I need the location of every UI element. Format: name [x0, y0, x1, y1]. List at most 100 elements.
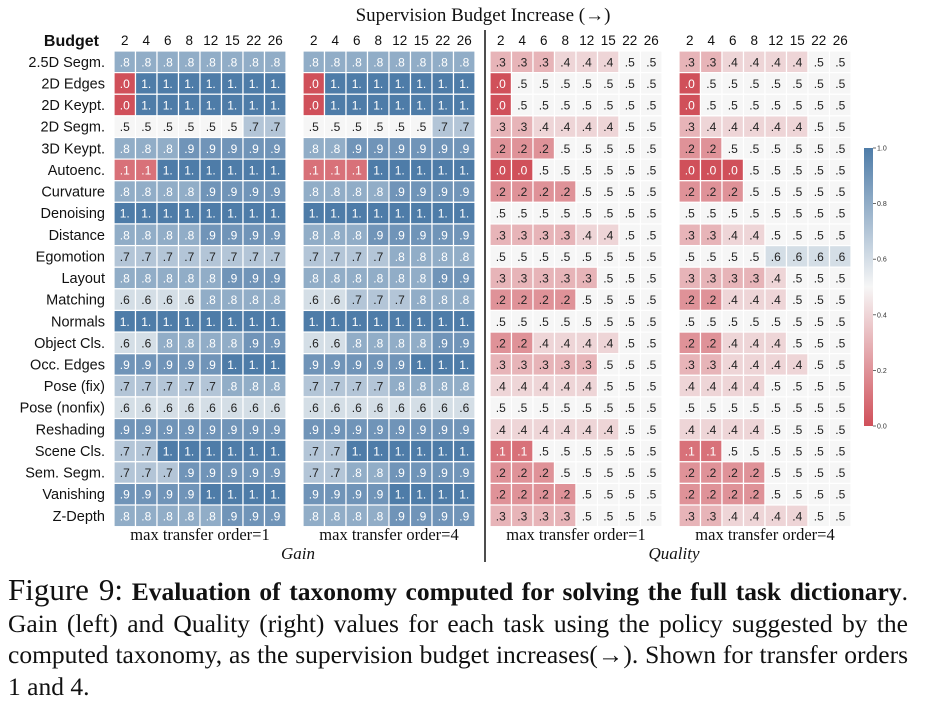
cell-value-label: .9 [459, 509, 469, 523]
cell-value-label: 1. [416, 315, 426, 329]
cell-value-label: .6 [330, 336, 340, 350]
cell-value-label: .3 [560, 358, 570, 372]
cell-value-label: .4 [749, 358, 759, 372]
cell-value-label: .5 [835, 466, 845, 480]
cell-value-label: .4 [749, 55, 759, 69]
cell-value-label: .0 [728, 163, 738, 177]
cell-value-label: .5 [646, 315, 656, 329]
row-label: Normals [51, 314, 105, 330]
cell-value-label: .7 [352, 380, 362, 394]
cell-value-label: .3 [496, 228, 506, 242]
cell-value-label: .5 [603, 315, 613, 329]
cell-value-label: .9 [227, 466, 237, 480]
budget-tick-label: 6 [540, 33, 548, 48]
cell-value-label: .4 [771, 293, 781, 307]
cell-value-label: .8 [373, 336, 383, 350]
cell-value-label: .7 [373, 293, 383, 307]
cell-value-label: 1. [373, 163, 383, 177]
cell-value-label: .5 [646, 293, 656, 307]
cell-value-label: .5 [517, 207, 527, 221]
row-label: Reshading [36, 422, 105, 438]
cell-value-label: .3 [496, 120, 506, 134]
cell-value-label: .6 [352, 401, 362, 415]
cell-value-label: .8 [438, 380, 448, 394]
cell-value-label: .9 [270, 228, 280, 242]
cell-value-label: .0 [685, 163, 695, 177]
cell-value-label: .5 [560, 163, 570, 177]
cell-value-label: .2 [728, 466, 738, 480]
cell-value-label: .9 [438, 142, 448, 156]
cell-value-label: .4 [728, 120, 738, 134]
cell-value-label: .9 [330, 488, 340, 502]
cell-value-label: 1. [249, 444, 259, 458]
cell-value-label: .9 [373, 423, 383, 437]
budget-tick-label: 22 [435, 33, 450, 48]
cell-value-label: .8 [141, 509, 151, 523]
cell-value-label: .1 [141, 163, 151, 177]
cell-value-label: .7 [227, 250, 237, 264]
cell-value-label: .6 [184, 401, 194, 415]
cell-value-label: .5 [835, 293, 845, 307]
budget-tick-label: 15 [225, 33, 240, 48]
cell-value-label: .4 [517, 380, 527, 394]
cell-value-label: .2 [517, 185, 527, 199]
cell-value-label: .4 [728, 55, 738, 69]
cell-value-label: .9 [184, 488, 194, 502]
cell-value-label: .5 [706, 77, 716, 91]
cell-value-label: .6 [120, 401, 130, 415]
cell-value-label: .2 [496, 142, 506, 156]
cell-value-label: .8 [270, 55, 280, 69]
cell-value-label: .6 [309, 293, 319, 307]
cell-value-label: .5 [603, 466, 613, 480]
cell-value-label: .2 [728, 488, 738, 502]
cell-value-label: .9 [184, 358, 194, 372]
cell-value-label: .6 [270, 401, 280, 415]
cell-value-label: .9 [249, 423, 259, 437]
cell-value-label: .5 [517, 315, 527, 329]
cell-value-label: .3 [539, 228, 549, 242]
cell-value-label: .8 [120, 142, 130, 156]
cell-value-label: .5 [749, 99, 759, 113]
cell-value-label: .5 [728, 142, 738, 156]
cell-value-label: .9 [141, 488, 151, 502]
cell-value-label: .9 [227, 142, 237, 156]
cell-value-label: .9 [309, 358, 319, 372]
cell-value-label: 1. [163, 163, 173, 177]
cell-value-label: .7 [141, 250, 151, 264]
cell-value-label: .5 [835, 185, 845, 199]
cell-value-label: .9 [416, 142, 426, 156]
cell-value-label: .4 [582, 336, 592, 350]
cell-value-label: .6 [835, 250, 845, 264]
cell-value-label: .3 [706, 358, 716, 372]
cell-value-label: .9 [459, 228, 469, 242]
cell-value-label: .1 [120, 163, 130, 177]
cell-value-label: .9 [352, 142, 362, 156]
cell-value-label: .5 [163, 120, 173, 134]
cell-value-label: .2 [706, 293, 716, 307]
cell-value-label: .2 [517, 142, 527, 156]
cell-value-label: .8 [184, 336, 194, 350]
cell-value-label: .5 [603, 185, 613, 199]
cell-value-label: .9 [416, 185, 426, 199]
cell-value-label: .5 [771, 142, 781, 156]
cell-value-label: .5 [792, 77, 802, 91]
cell-value-label: .5 [706, 99, 716, 113]
row-label: Sem. Segm. [25, 466, 105, 482]
cell-value-label: .3 [560, 228, 570, 242]
cell-value-label: 1. [227, 488, 237, 502]
cell-value-label: .5 [646, 380, 656, 394]
cell-value-label: .5 [603, 509, 613, 523]
cell-value-label: .7 [184, 250, 194, 264]
budget-tick-label: 12 [768, 33, 783, 48]
cell-value-label: .5 [582, 509, 592, 523]
cell-value-label: .5 [184, 120, 194, 134]
cell-value-label: 1. [373, 99, 383, 113]
cell-value-label: .4 [792, 509, 802, 523]
cell-value-label: .3 [517, 55, 527, 69]
cell-value-label: .6 [227, 401, 237, 415]
cell-value-label: .0 [309, 99, 319, 113]
cell-value-label: .8 [309, 185, 319, 199]
cell-value-label: .2 [539, 293, 549, 307]
cell-value-label: .9 [206, 358, 216, 372]
cell-value-label: .8 [184, 228, 194, 242]
